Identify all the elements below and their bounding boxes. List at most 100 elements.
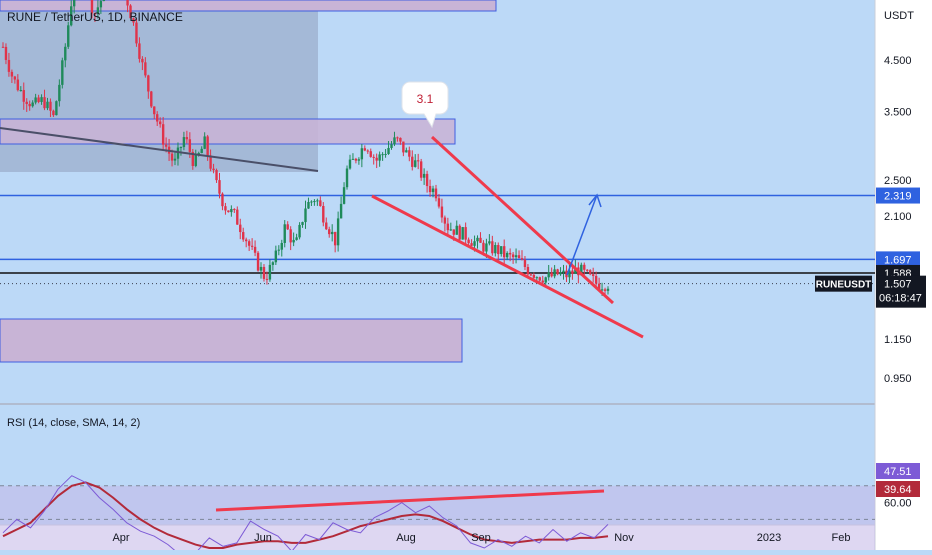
supply-zone-top[interactable] <box>0 0 497 12</box>
candle-body[interactable] <box>580 264 583 276</box>
rsi-line[interactable] <box>2 475 609 555</box>
candle-body[interactable] <box>440 206 444 218</box>
candle-body[interactable] <box>419 161 423 178</box>
candle-body[interactable] <box>322 206 325 223</box>
candle-body[interactable] <box>381 154 384 156</box>
candle-body[interactable] <box>150 91 153 107</box>
candle-body[interactable] <box>209 155 212 169</box>
candle-body[interactable] <box>583 264 586 270</box>
candle-body[interactable] <box>514 255 518 258</box>
candle-body[interactable] <box>330 231 334 235</box>
candle-body[interactable] <box>562 270 565 273</box>
candle-body[interactable] <box>156 114 159 122</box>
candle-body[interactable] <box>64 46 67 61</box>
candle-body[interactable] <box>212 168 215 171</box>
supply-zone[interactable] <box>0 118 456 145</box>
rsi-sma-value-tag[interactable] <box>876 481 920 497</box>
candle-body[interactable] <box>96 7 100 14</box>
candle-body[interactable] <box>43 97 46 109</box>
candle-body[interactable] <box>242 232 245 240</box>
candle-body[interactable] <box>345 168 349 188</box>
candle-body[interactable] <box>301 222 304 225</box>
candle-body[interactable] <box>547 272 550 278</box>
candle-body[interactable] <box>102 0 106 2</box>
candle-body[interactable] <box>348 159 352 169</box>
candle-body[interactable] <box>132 18 135 23</box>
candle-body[interactable] <box>253 246 257 253</box>
price-tag-2319[interactable] <box>876 187 920 204</box>
candle-body[interactable] <box>72 0 76 7</box>
candle-body[interactable] <box>336 218 340 246</box>
candle-body[interactable] <box>206 136 209 156</box>
candle-body[interactable] <box>200 148 203 154</box>
candle-body[interactable] <box>265 278 269 280</box>
candle-body[interactable] <box>402 141 405 153</box>
candle-body[interactable] <box>40 97 43 102</box>
candle-body[interactable] <box>203 136 206 149</box>
candle-body[interactable] <box>375 157 378 161</box>
candle-body[interactable] <box>357 159 361 161</box>
candle-body[interactable] <box>458 225 461 240</box>
candle-body[interactable] <box>565 270 568 278</box>
candle-body[interactable] <box>568 270 571 278</box>
candle-body[interactable] <box>188 139 192 152</box>
candle-body[interactable] <box>606 288 610 291</box>
candle-body[interactable] <box>511 254 515 258</box>
candle-body[interactable] <box>434 188 438 199</box>
candle-body[interactable] <box>16 79 20 91</box>
candle-body[interactable] <box>19 90 22 92</box>
candle-body[interactable] <box>170 153 174 161</box>
candle-body[interactable] <box>396 137 399 139</box>
candle-body[interactable] <box>230 209 233 213</box>
candle-body[interactable] <box>360 148 364 160</box>
candle-body[interactable] <box>597 283 601 291</box>
candle-body[interactable] <box>437 198 441 207</box>
candle-body[interactable] <box>589 270 592 275</box>
candle-body[interactable] <box>58 84 61 102</box>
candle-body[interactable] <box>387 147 390 154</box>
candle-body[interactable] <box>446 223 450 231</box>
candle-body[interactable] <box>280 242 283 250</box>
candle-body[interactable] <box>443 217 447 224</box>
symbol-tag[interactable] <box>815 275 872 292</box>
candle-body[interactable] <box>455 225 458 235</box>
candle-body[interactable] <box>390 144 393 148</box>
candle-body[interactable] <box>46 101 49 109</box>
candle-body[interactable] <box>505 252 509 258</box>
candle-body[interactable] <box>425 173 429 187</box>
candle-body[interactable] <box>283 224 286 243</box>
candle-body[interactable] <box>574 267 577 274</box>
candle-body[interactable] <box>289 229 292 243</box>
candle-body[interactable] <box>339 203 343 219</box>
candle-body[interactable] <box>182 137 186 148</box>
candle-body[interactable] <box>144 62 147 76</box>
candle-body[interactable] <box>535 277 539 279</box>
candle-body[interactable] <box>408 150 411 157</box>
candle-body[interactable] <box>179 147 183 149</box>
candle-body[interactable] <box>310 201 313 203</box>
candle-body[interactable] <box>25 101 28 104</box>
candle-body[interactable] <box>422 173 426 178</box>
candle-body[interactable] <box>4 46 8 60</box>
candle-body[interactable] <box>526 267 530 275</box>
candle-body[interactable] <box>153 106 156 115</box>
candle-body[interactable] <box>532 274 536 278</box>
candle-body[interactable] <box>304 208 307 223</box>
candle-body[interactable] <box>363 148 367 151</box>
candle-body[interactable] <box>603 289 607 291</box>
candle-body[interactable] <box>227 210 230 213</box>
candle-body[interactable] <box>70 6 73 26</box>
candle-body[interactable] <box>520 258 524 260</box>
candle-body[interactable] <box>7 59 11 72</box>
candle-body[interactable] <box>586 269 589 271</box>
candle-body[interactable] <box>244 239 248 242</box>
candle-body[interactable] <box>538 277 541 281</box>
candle-body[interactable] <box>470 243 473 246</box>
candle-body[interactable] <box>194 155 197 166</box>
candle-body[interactable] <box>491 241 494 254</box>
candle-body[interactable] <box>99 1 103 8</box>
candle-body[interactable] <box>176 147 180 159</box>
candle-body[interactable] <box>553 269 556 277</box>
candle-body[interactable] <box>428 186 432 193</box>
